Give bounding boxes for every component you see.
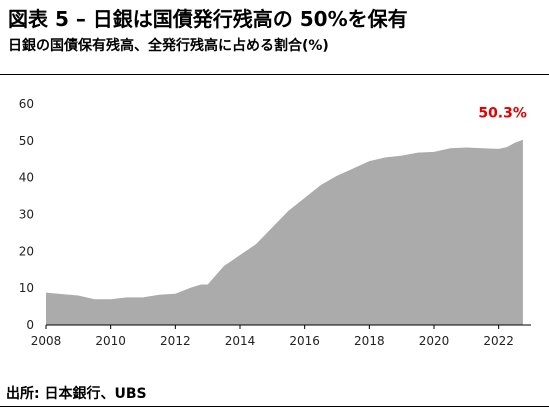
annotation-label: 50.3% — [478, 106, 527, 122]
x-tick-label: 2020 — [419, 334, 450, 348]
y-tick-label: 20 — [19, 244, 34, 258]
x-tick-label: 2008 — [31, 334, 62, 348]
x-axis-ticks: 2008 2010 2012 2014 2016 2018 2020 2022 — [31, 325, 514, 348]
y-tick-label: 0 — [26, 318, 34, 332]
x-tick-label: 2018 — [354, 334, 385, 348]
source-note: 出所: 日本銀行、UBS — [6, 386, 147, 402]
chart-subtitle: 日銀の国債保有残高、全発行残高に占める割合(%) — [8, 38, 329, 54]
y-axis-ticks: 0 10 20 30 40 50 60 — [19, 97, 34, 332]
x-tick-label: 2012 — [160, 334, 191, 348]
y-tick-label: 30 — [19, 208, 34, 222]
x-tick-label: 2014 — [225, 334, 256, 348]
y-tick-label: 10 — [19, 281, 34, 295]
y-tick-label: 60 — [19, 97, 34, 111]
top-divider — [0, 74, 549, 75]
y-tick-label: 50 — [19, 134, 34, 148]
title-block: 図表 5 – 日銀は国債発行残高の 50%を保有 日銀の国債保有残高、全発行残高… — [8, 4, 541, 56]
chart-title: 図表 5 – 日銀は国債発行残高の 50%を保有 — [8, 7, 408, 31]
x-tick-label: 2016 — [289, 334, 320, 348]
y-tick-label: 40 — [19, 171, 34, 185]
x-tick-label: 2022 — [483, 334, 514, 348]
x-tick-label: 2010 — [95, 334, 126, 348]
bottom-divider — [0, 406, 549, 407]
series-area — [46, 139, 523, 325]
